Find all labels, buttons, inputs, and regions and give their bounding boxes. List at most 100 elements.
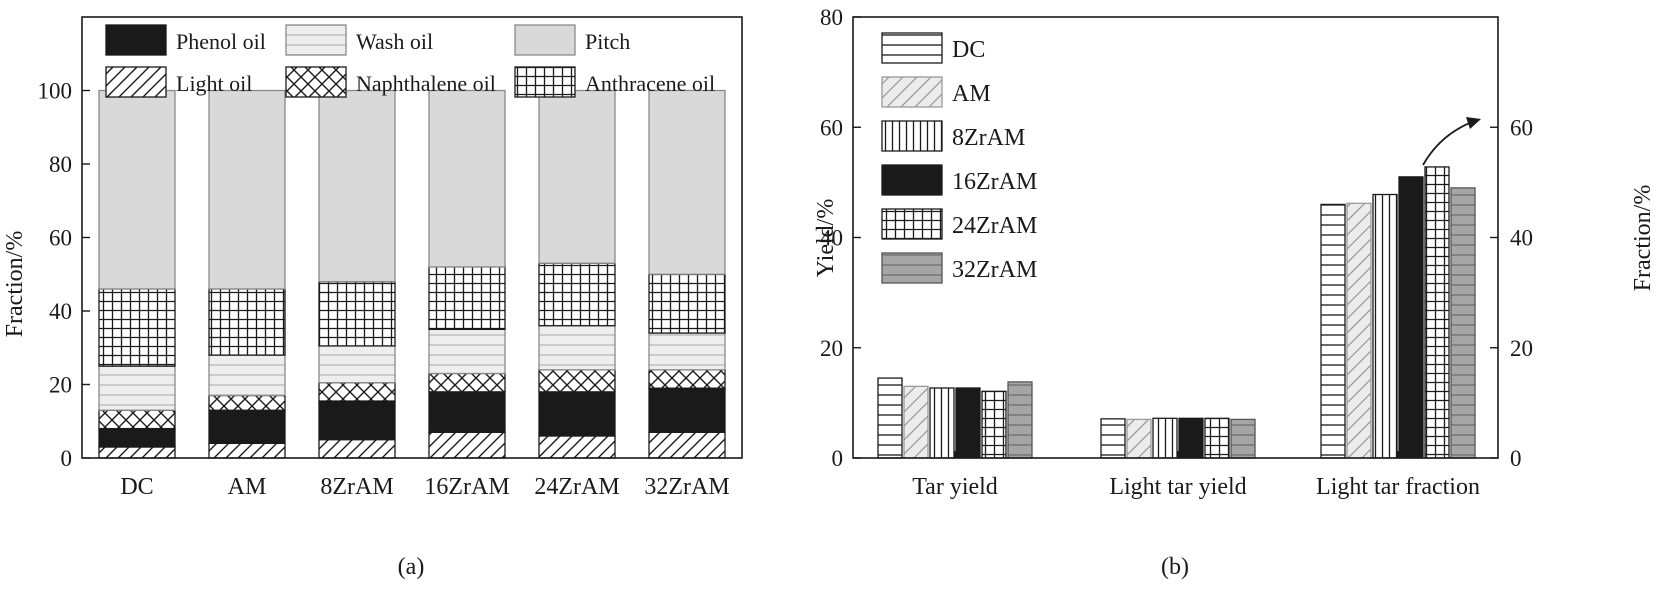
panel-a-legend: Phenol oil Wash oil Pitch Light oil Naphthal… bbox=[105, 24, 715, 98]
legend-label: Naphthalene oil bbox=[356, 71, 496, 96]
panel-a-x-tick-label: 16ZrAM bbox=[424, 474, 509, 500]
panel-a-x-tick-label: 24ZrAM bbox=[534, 474, 619, 500]
bar-light-oil-8zram bbox=[318, 438, 396, 459]
panel-b-right-y-tick-label: 40 bbox=[1510, 226, 1533, 251]
bar-am-tar-yield bbox=[903, 385, 929, 459]
panel-a-x-tick-label: 8ZrAM bbox=[320, 474, 393, 500]
legend-item-wash-oil: Wash oil bbox=[285, 24, 433, 56]
legend-swatch bbox=[881, 164, 943, 196]
bar-32zram-light-tar-yield bbox=[1230, 418, 1256, 459]
bar-wash-oil-am bbox=[208, 354, 286, 397]
legend-label: 8ZrAM bbox=[952, 125, 1025, 151]
bar-wash-oil-16zram bbox=[428, 328, 506, 375]
legend-swatch bbox=[514, 24, 576, 56]
legend-label: AM bbox=[952, 81, 991, 107]
bar-naphthalene-oil-24zram bbox=[538, 369, 616, 393]
bar-wash-oil-32zram bbox=[648, 332, 726, 371]
panel-b-caption: (b) bbox=[1161, 554, 1189, 580]
panel-a-x-tick-label: 32ZrAM bbox=[644, 474, 729, 500]
legend-label: Anthracene oil bbox=[585, 71, 715, 96]
bar-phenol-oil-dc bbox=[98, 427, 176, 448]
panel-a-plot-frame bbox=[81, 16, 743, 459]
bar-anthracene-oil-8zram bbox=[318, 280, 396, 347]
panel-b-right-y-tick-label: 20 bbox=[1510, 336, 1533, 361]
legend-swatch bbox=[881, 252, 943, 284]
panel-a-y-tick-label: 20 bbox=[49, 373, 72, 398]
panel-b-x-tick-label: Light tar yield bbox=[1109, 474, 1246, 500]
panel-a-y-tick-label: 100 bbox=[38, 79, 73, 104]
bar-pitch-32zram bbox=[648, 89, 726, 275]
bar-8zram-light-tar-yield bbox=[1152, 417, 1178, 459]
panel-b-y-tick-label: 20 bbox=[820, 336, 843, 361]
panel-a-x-tick-label: DC bbox=[120, 474, 153, 500]
panel-a-tick-labels: 0 20 40 60 80 100 DC AM 8ZrAM 16ZrAM 24ZrAM 32ZrAM bbox=[38, 79, 730, 501]
legend-label: Pitch bbox=[585, 29, 630, 54]
increase-arrowhead-icon bbox=[1466, 117, 1481, 129]
panel-b-y-tick-label: 0 bbox=[832, 446, 844, 471]
panel-b-right-y-tick-label: 60 bbox=[1510, 115, 1533, 140]
bar-naphthalene-oil-32zram bbox=[648, 369, 726, 389]
legend-swatch bbox=[881, 76, 943, 108]
legend-item-light-oil: Light oil bbox=[105, 66, 252, 98]
legend-item-8zram: 8ZrAM bbox=[881, 120, 1025, 152]
bar-24zram-light-tar-fraction bbox=[1424, 166, 1450, 459]
legend-label: DC bbox=[952, 37, 985, 63]
legend-item-phenol-oil: Phenol oil bbox=[105, 24, 266, 56]
panel-b-grouped-bar-chart: 0 20 40 60 80 0 20 40 60 Tar yield Light tar yield… bbox=[813, 5, 1656, 580]
panel-a-y-tick-label: 40 bbox=[49, 299, 72, 324]
bar-dc-light-tar-yield bbox=[1100, 418, 1126, 459]
legend-item-16zram: 16ZrAM bbox=[881, 164, 1037, 196]
bar-naphthalene-oil-8zram bbox=[318, 382, 396, 402]
legend-swatch bbox=[514, 66, 576, 98]
bar-pitch-16zram bbox=[428, 89, 506, 268]
legend-swatch bbox=[285, 66, 347, 98]
legend-swatch bbox=[285, 24, 347, 56]
panel-a-y-tick-label: 0 bbox=[61, 446, 73, 471]
legend-label: 16ZrAM bbox=[952, 169, 1037, 195]
bar-16zram-light-tar-yield bbox=[1178, 417, 1204, 459]
bar-16zram-tar-yield bbox=[955, 387, 981, 459]
panel-b-y-axis-label: Yield/% bbox=[813, 199, 839, 278]
panel-b-x-tick-label: Tar yield bbox=[912, 474, 998, 500]
panel-b-tick-labels: 0 20 40 60 80 0 20 40 60 Tar yield Light tar yield… bbox=[820, 5, 1533, 500]
panel-a-bars bbox=[98, 89, 726, 459]
bar-pitch-am bbox=[208, 89, 286, 290]
legend-swatch bbox=[105, 24, 167, 56]
bar-phenol-oil-24zram bbox=[538, 391, 616, 437]
legend-item-anthracene-oil: Anthracene oil bbox=[514, 66, 715, 98]
panel-a-y-axis-label: Fraction/% bbox=[2, 231, 28, 338]
legend-label: 24ZrAM bbox=[952, 213, 1037, 239]
bar-16zram-light-tar-fraction bbox=[1398, 176, 1424, 459]
bar-dc-tar-yield bbox=[877, 377, 903, 459]
bar-24zram-tar-yield bbox=[981, 390, 1007, 459]
bar-pitch-dc bbox=[98, 89, 176, 290]
bar-light-oil-am bbox=[208, 442, 286, 459]
panel-a-caption: (a) bbox=[398, 554, 425, 580]
increase-arrow-icon bbox=[1422, 121, 1473, 166]
panel-b-y-tick-label: 80 bbox=[820, 5, 843, 30]
legend-item-pitch: Pitch bbox=[514, 24, 630, 56]
bar-naphthalene-oil-dc bbox=[98, 409, 176, 430]
bar-wash-oil-dc bbox=[98, 365, 176, 411]
bar-8zram-tar-yield bbox=[929, 387, 955, 459]
panel-b-legend: DC AM 8ZrAM 16ZrAM 24ZrAM 32ZrAM bbox=[881, 32, 1037, 284]
bar-phenol-oil-8zram bbox=[318, 400, 396, 441]
bar-light-oil-24zram bbox=[538, 435, 616, 459]
legend-label: Light oil bbox=[176, 71, 252, 96]
legend-swatch bbox=[881, 32, 943, 64]
bar-24zram-light-tar-yield bbox=[1204, 417, 1230, 459]
bar-anthracene-oil-16zram bbox=[428, 266, 506, 331]
bar-phenol-oil-16zram bbox=[428, 391, 506, 433]
bar-8zram-light-tar-fraction bbox=[1372, 193, 1398, 459]
legend-swatch bbox=[881, 208, 943, 240]
bar-32zram-tar-yield bbox=[1007, 381, 1033, 459]
panel-b-bars bbox=[877, 166, 1476, 459]
panel-a-y-tick-label: 80 bbox=[49, 152, 72, 177]
bar-naphthalene-oil-am bbox=[208, 394, 286, 411]
legend-label: Phenol oil bbox=[176, 29, 266, 54]
legend-item-naphthalene-oil: Naphthalene oil bbox=[285, 66, 496, 98]
panel-a-y-tick-label: 60 bbox=[49, 226, 72, 251]
legend-swatch bbox=[881, 120, 943, 152]
